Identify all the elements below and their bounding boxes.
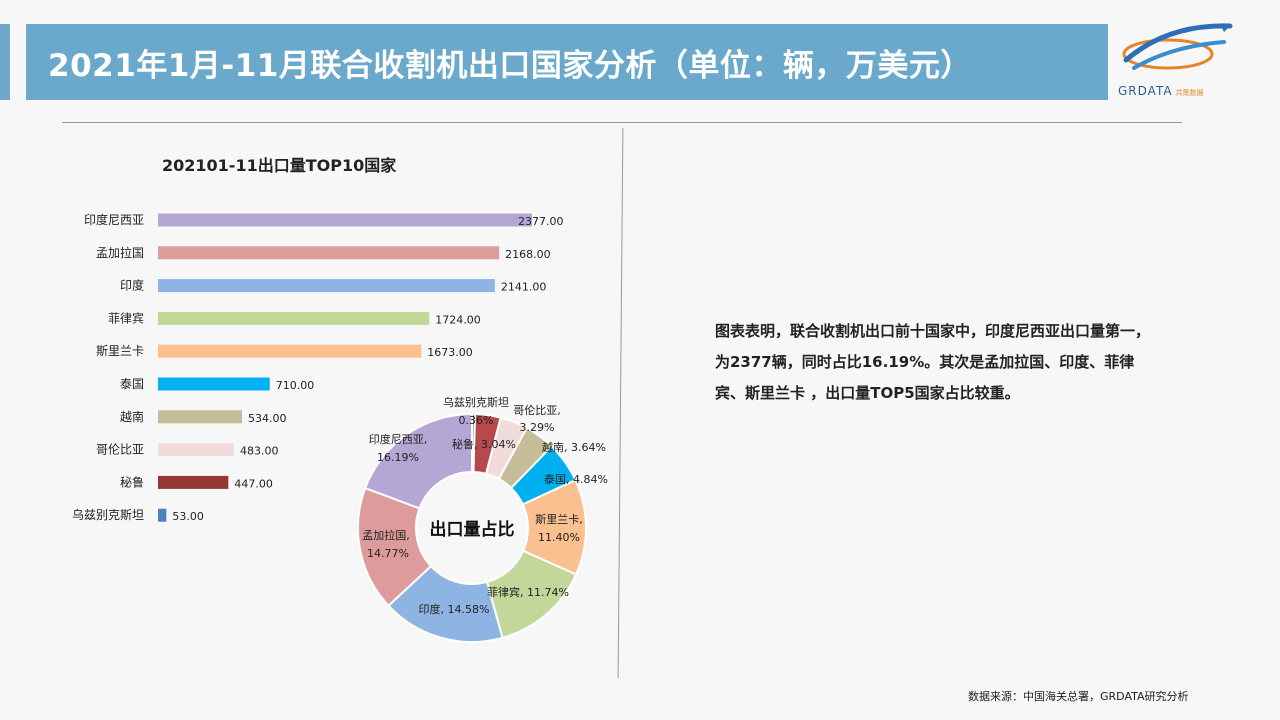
bar-value-label: 1724.00 [435,313,481,326]
donut-slice-label: 3.29% [520,421,555,434]
source-note: 数据来源：中国海关总署，GRDATA研究分析 [968,690,1189,703]
title-banner: 2021年1月-11月联合收割机出口国家分析（单位：辆，万美元） [26,24,1108,100]
bar [158,213,532,227]
bar-category-label: 菲律宾 [108,310,144,325]
bar-value-label: 2141.00 [501,281,547,294]
bar-category-label: 斯里兰卡 [96,344,144,358]
bar [158,410,243,424]
bar [158,475,229,489]
logo-graphic-icon [1122,23,1233,70]
bar-category-label: 乌兹别克斯坦 [72,507,144,522]
analysis-text: 图表表明，联合收割机出口前十国家中，印度尼西亚出口量第一，为2377辆，同时占比… [715,322,1151,402]
donut-slice-label: 11.40% [538,531,580,544]
donut-slice-label: 越南, 3.64% [542,440,606,454]
donut-slice-label: 14.77% [367,547,409,560]
bar-category-label: 越南 [120,409,144,424]
donut-slice-label: 乌兹别克斯坦 [443,395,509,409]
bar [158,508,167,522]
logo-subtitle: 共策数据 [1175,89,1204,97]
donut-chart: 出口量占比 乌兹别克斯坦 0.36% 秘鲁, 3.04% 哥伦比亚, 3.29% 越南, 3… [357,395,608,643]
donut-slice [357,486,433,608]
bar-value-label: 53.00 [172,510,204,523]
donut-slice-label: 菲律宾, 11.74% [487,585,569,599]
donut-slice-label: 哥伦比亚, [513,403,561,417]
donut-slice-label: 斯里兰卡, [535,513,583,526]
bar-category-label: 印度 [120,278,144,293]
bar-category-label: 泰国 [120,377,144,391]
logo-name: GRDATA [1118,84,1173,98]
bar-chart: 印度尼西亚 2377.00 孟加拉国 2168.00 印度 2141.00 菲律宾 1724.… [72,212,564,523]
donut-slice-label: 孟加拉国, [362,528,410,542]
donut-slice [363,412,473,510]
bar-value-label: 1673.00 [427,346,473,359]
donut-slice-label: 泰国, 4.84% [544,472,608,486]
bar [158,377,270,391]
bar-category-label: 哥伦比亚 [96,442,144,457]
grdata-logo: GRDATA 共策数据 [1112,16,1242,104]
horizontal-divider [62,122,1182,123]
bar-category-label: 孟加拉国 [96,245,144,260]
bar-category-label: 秘鲁 [120,475,144,489]
bar-value-label: 2168.00 [505,248,551,261]
bar [158,279,495,293]
donut-slice-label: 16.19% [377,451,419,464]
donut-center-label: 出口量占比 [430,519,515,540]
bar-value-label: 534.00 [248,412,287,425]
bar-value-label: 483.00 [240,445,279,458]
bar [158,443,234,457]
bar [158,311,430,325]
bar-chart-title: 202101-11出口量TOP10国家 [162,156,397,175]
bar-value-label: 447.00 [234,477,273,490]
bar-category-label: 印度尼西亚 [84,212,144,227]
logo-text: GRDATA 共策数据 [1118,84,1204,98]
bar [158,344,422,358]
donut-slice-label: 印度尼西亚, [369,432,428,446]
bar-value-label: 2377.00 [518,215,564,228]
bar-value-label: 710.00 [276,379,315,392]
donut-slice-label: 印度, 14.58% [419,602,490,616]
donut-slice-label: 秘鲁, 3.04% [452,437,516,451]
donut-slice-label: 0.36% [459,414,494,427]
title-accent-bar [0,24,10,100]
bar [158,246,500,260]
page-title: 2021年1月-11月联合收割机出口国家分析（单位：辆，万美元） [48,47,972,84]
